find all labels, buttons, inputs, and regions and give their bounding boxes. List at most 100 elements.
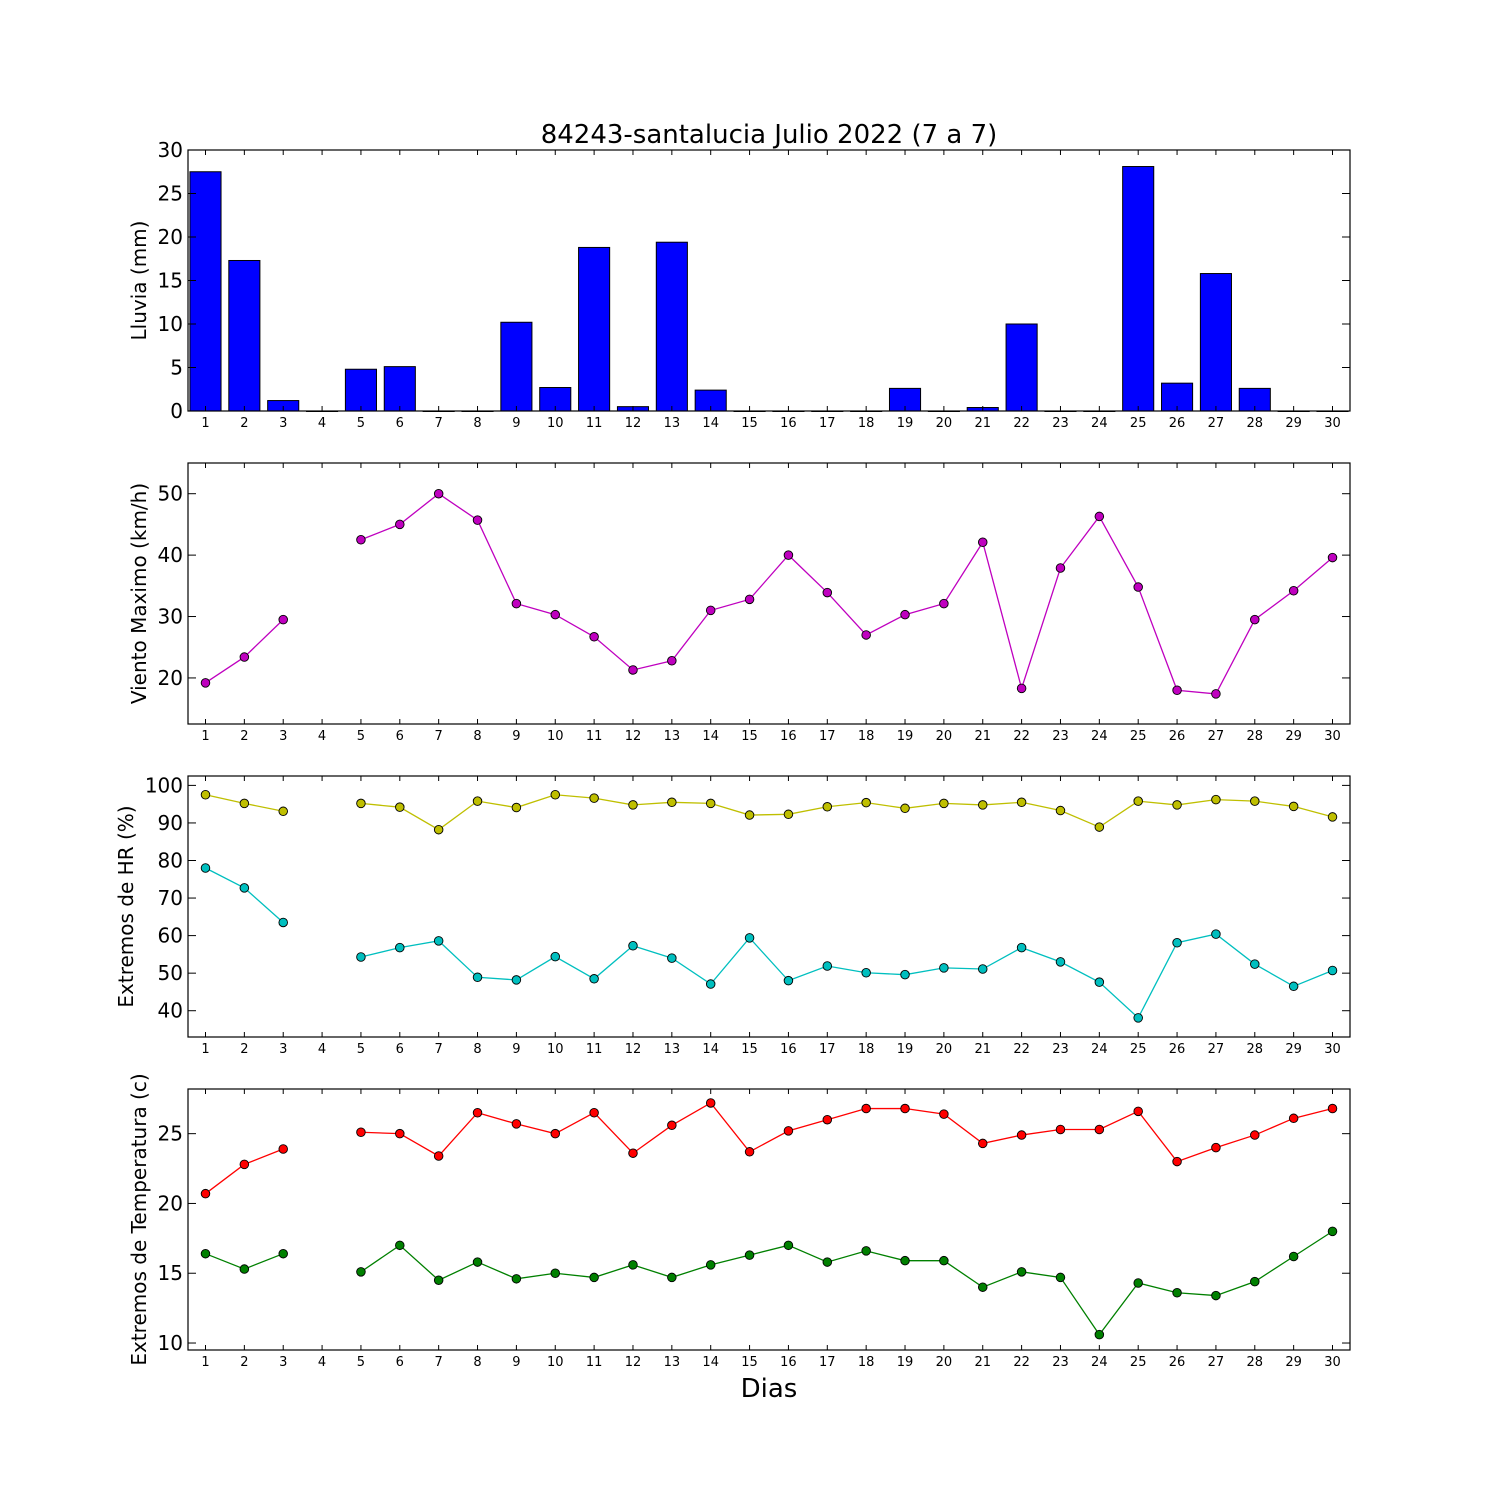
series-1-point-day-15 (744, 594, 755, 605)
series-2-point-day-19 (900, 1255, 910, 1266)
series-2-point-day-3 (278, 917, 288, 928)
series-1-point-day-12 (628, 1148, 638, 1158)
x-tick-label: 16 (780, 416, 797, 431)
x-tick-label: 5 (357, 1355, 365, 1370)
series-2-point-day-8 (472, 972, 483, 983)
series-1-point-day-11 (589, 632, 599, 642)
x-tick-label: 10 (547, 1355, 564, 1370)
x-tick-label: 8 (473, 1042, 481, 1057)
series-1-point-day-14 (705, 1098, 716, 1108)
series-1-point-day-3 (278, 1144, 288, 1154)
x-tick-label: 3 (279, 416, 287, 431)
series-2-point-day-15 (744, 1250, 755, 1260)
x-tick-label: 16 (780, 729, 797, 744)
x-tick-label: 21 (974, 416, 991, 431)
x-tick-label: 26 (1169, 1355, 1186, 1370)
x-tick-label: 18 (858, 1355, 875, 1370)
y-tick-label: 30 (158, 138, 183, 162)
x-tick-label: 23 (1052, 729, 1069, 744)
series-2-point-day-25 (1133, 1278, 1143, 1288)
series-1-point-day-27 (1211, 689, 1221, 699)
x-tick-label: 20 (936, 729, 953, 744)
series-1-point-day-23 (1055, 1124, 1066, 1135)
x-tick-label: 20 (936, 416, 953, 431)
series-2-point-day-5 (356, 952, 366, 962)
rain-bar-day-1 (189, 171, 222, 412)
series-2-point-day-27 (1211, 929, 1221, 939)
series-1-point-day-8 (472, 1107, 483, 1118)
series-1-point-day-17 (822, 587, 833, 598)
y-tick-label: 0 (170, 399, 183, 423)
x-tick-label: 9 (512, 1042, 520, 1057)
series-2-line-1 (360, 1230, 1333, 1336)
x-tick-label: 1 (201, 416, 209, 431)
x-tick-label: 16 (780, 1355, 797, 1370)
x-tick-label: 4 (318, 729, 326, 744)
x-tick-label: 13 (664, 729, 681, 744)
x-tick-label: 12 (625, 416, 642, 431)
series-1-point-day-12 (628, 800, 638, 810)
x-tick-label: 30 (1324, 416, 1341, 431)
series-1-point-day-20 (939, 598, 949, 609)
series-1-point-day-7 (433, 1151, 444, 1161)
series-1-point-day-28 (1250, 1130, 1260, 1140)
x-tick-label: 4 (318, 1355, 326, 1370)
y-tick-label: 40 (158, 543, 183, 567)
series-1-point-day-30 (1327, 1103, 1338, 1114)
x-tick-label: 12 (625, 1042, 642, 1057)
chart-title: 84243-santalucia Julio 2022 (7 a 7) (541, 120, 998, 150)
series-2-point-day-11 (589, 974, 599, 984)
series-2-point-day-26 (1172, 937, 1182, 948)
panel-3: 1 2 3 4 5 6 7 8 9 10 11 12 13 14 15 16 17 18 19 20 21 22 23 24 2… (114, 773, 1351, 1057)
series-1-point-day-19 (900, 803, 910, 814)
series-1-point-day-21 (977, 800, 988, 810)
panel-2: 1 2 3 4 5 6 7 8 9 10 11 12 13 14 15 16 17 18 19 20 21 22 23 24 2… (127, 462, 1351, 744)
x-tick-label: 13 (664, 1042, 681, 1057)
series-2-point-day-11 (589, 1272, 599, 1283)
series-1-point-day-14 (705, 605, 716, 616)
series-1-point-day-29 (1288, 801, 1299, 812)
x-tick-label: 5 (357, 1042, 365, 1057)
x-tick-label: 30 (1324, 1355, 1341, 1370)
series-1-point-day-16 (783, 1126, 794, 1136)
x-tick-label: 11 (586, 416, 603, 431)
x-tick-label: 9 (512, 729, 520, 744)
rain-bar-day-27 (1199, 273, 1232, 412)
series-1-line-1 (360, 794, 1333, 831)
series-1-point-day-18 (861, 797, 871, 808)
x-tick-label: 29 (1285, 416, 1302, 431)
series-2-point-day-28 (1250, 1276, 1260, 1287)
y-axis-label: Lluvia (mm) (127, 221, 151, 341)
x-tick-label: 25 (1130, 1042, 1147, 1057)
x-tick-label: 25 (1130, 416, 1147, 431)
series-1-point-day-18 (861, 630, 871, 640)
series-1-point-day-16 (783, 550, 794, 560)
series-2-point-day-22 (1016, 942, 1027, 953)
series-1-point-day-1 (200, 1188, 211, 1199)
series-2-point-day-18 (861, 1246, 871, 1256)
series-1-point-day-29 (1288, 1113, 1299, 1124)
series-2-point-day-8 (472, 1257, 483, 1267)
x-tick-label: 14 (702, 1355, 719, 1370)
series-1-point-day-29 (1288, 585, 1299, 596)
series-2-point-day-14 (705, 979, 716, 989)
x-tick-label: 9 (512, 416, 520, 431)
series-2-point-day-17 (822, 1257, 833, 1267)
x-tick-label: 15 (741, 1042, 758, 1057)
x-tick-label: 23 (1052, 1355, 1069, 1370)
x-tick-label: 1 (201, 729, 209, 744)
series-1-point-day-24 (1094, 822, 1105, 832)
x-tick-label: 10 (547, 1042, 564, 1057)
series-2-point-day-7 (433, 936, 444, 946)
series-1-point-day-2 (239, 798, 250, 809)
x-tick-label: 23 (1052, 416, 1069, 431)
panel-4: 1 2 3 4 5 6 7 8 9 10 11 12 13 14 15 16 17 18 19 20 21 22 23 24 2… (127, 1073, 1351, 1370)
series-2-point-day-16 (783, 975, 794, 986)
x-tick-label: 9 (512, 1355, 520, 1370)
series-1-point-day-27 (1211, 1142, 1221, 1153)
panel-1: 1 2 3 4 5 6 7 8 9 10 11 12 13 14 15 16 17 18 19 20 21 22 23 24 2… (127, 138, 1351, 431)
series-1-point-day-28 (1250, 796, 1260, 806)
series-1-point-day-23 (1055, 563, 1066, 573)
x-tick-label: 28 (1247, 1042, 1264, 1057)
